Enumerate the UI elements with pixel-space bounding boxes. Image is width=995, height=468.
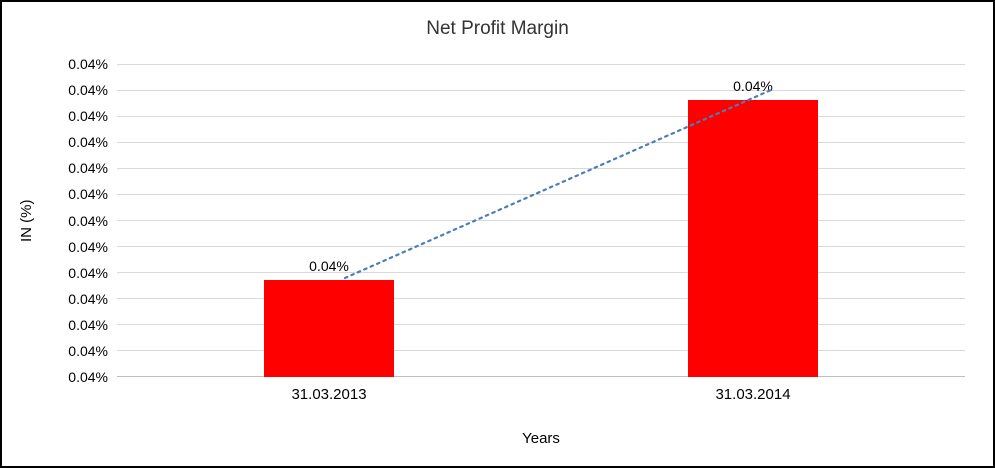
gridline [117, 63, 965, 65]
trendline [343, 88, 773, 280]
y-axis-tick-labels: 0.04% 0.04% 0.04% 0.04% 0.04% 0.04% 0.04% 0.04%… [42, 56, 108, 385]
y-tick-label: 0.04% [68, 342, 108, 359]
bar-31.03.2014 [688, 100, 818, 377]
gridline [117, 272, 965, 274]
y-tick-label: 0.04% [68, 212, 108, 229]
gridline [117, 220, 965, 221]
gridline [117, 115, 965, 117]
bar-data-label: 0.04% [733, 78, 773, 94]
y-tick-label: 0.04% [68, 56, 108, 72]
gridline [117, 89, 965, 91]
y-tick-label: 0.04% [68, 108, 108, 125]
y-tick-label: 0.04% [68, 186, 108, 203]
y-tick-label: 0.04% [68, 316, 108, 333]
x-axis-tick-labels: 31.03.2013 31.03.2014 [117, 386, 965, 408]
bar-data-label: 0.04% [309, 258, 349, 274]
gridline [117, 298, 965, 300]
plot-area: 0.04% 0.04% [117, 63, 965, 377]
gridline [117, 246, 965, 248]
y-axis-title: IN (%) [18, 199, 35, 242]
gridline [117, 193, 965, 195]
gridline [117, 324, 965, 326]
y-tick-label: 0.04% [68, 369, 108, 385]
y-tick-label: 0.04% [68, 82, 108, 99]
y-tick-label: 0.04% [68, 264, 108, 281]
y-tick-label: 0.04% [68, 160, 108, 177]
chart-title: Net Profit Margin [426, 18, 569, 39]
trendline-svg [343, 88, 773, 280]
x-axis-line [117, 376, 965, 377]
y-tick-label: 0.04% [68, 238, 108, 255]
y-tick-label: 0.04% [68, 290, 108, 307]
gridline [117, 141, 965, 143]
gridline [117, 350, 965, 352]
x-axis-title: Years [522, 430, 560, 447]
y-tick-label: 0.04% [68, 134, 108, 151]
bar-31.03.2013 [264, 280, 394, 377]
x-tick-label: 31.03.2014 [715, 386, 791, 403]
gridline [117, 167, 965, 169]
x-tick-label: 31.03.2013 [291, 386, 367, 403]
